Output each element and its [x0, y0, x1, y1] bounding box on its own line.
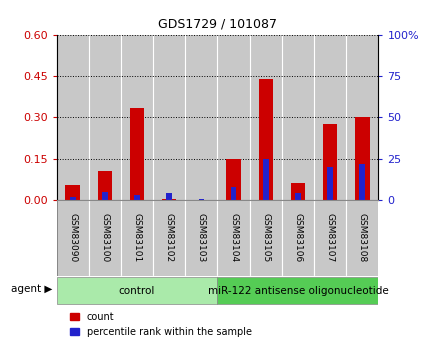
Text: GSM83108: GSM83108: [357, 214, 366, 263]
Bar: [97, 171, 112, 200]
Bar: [230, 187, 236, 200]
Bar: [161, 199, 176, 200]
Legend: count, percentile rank within the sample: count, percentile rank within the sample: [70, 312, 251, 337]
Bar: [217, 277, 378, 304]
Bar: [249, 200, 281, 276]
Bar: [185, 200, 217, 276]
Bar: [153, 34, 185, 200]
Text: GSM83090: GSM83090: [68, 214, 77, 263]
Bar: [56, 200, 89, 276]
Text: GDS1729 / 101087: GDS1729 / 101087: [158, 18, 276, 31]
Bar: [56, 277, 217, 304]
Bar: [185, 34, 217, 200]
Bar: [313, 34, 345, 200]
Bar: [345, 34, 378, 200]
Bar: [322, 124, 337, 200]
Bar: [262, 159, 268, 200]
Text: GSM83103: GSM83103: [197, 214, 205, 263]
Bar: [194, 199, 208, 200]
Bar: [102, 192, 108, 200]
Bar: [56, 34, 89, 200]
Bar: [294, 194, 300, 200]
Text: miR-122 antisense oligonucleotide: miR-122 antisense oligonucleotide: [207, 286, 388, 296]
Bar: [217, 200, 249, 276]
Bar: [65, 185, 80, 200]
Text: control: control: [118, 286, 155, 296]
Bar: [121, 34, 153, 200]
Bar: [258, 79, 273, 200]
Bar: [89, 34, 121, 200]
Bar: [134, 195, 140, 200]
Bar: [129, 108, 144, 200]
Text: GSM83106: GSM83106: [293, 214, 302, 263]
Bar: [290, 183, 305, 200]
Text: GSM83100: GSM83100: [100, 214, 109, 263]
Bar: [313, 200, 345, 276]
Bar: [358, 164, 365, 200]
Bar: [121, 200, 153, 276]
Bar: [281, 34, 313, 200]
Text: GSM83102: GSM83102: [164, 214, 173, 263]
Bar: [198, 199, 204, 200]
Text: GSM83105: GSM83105: [261, 214, 270, 263]
Bar: [153, 200, 185, 276]
Text: GSM83101: GSM83101: [132, 214, 141, 263]
Bar: [326, 167, 332, 200]
Text: GSM83107: GSM83107: [325, 214, 334, 263]
Bar: [69, 197, 76, 200]
Bar: [249, 34, 281, 200]
Bar: [217, 34, 249, 200]
Bar: [89, 200, 121, 276]
Bar: [226, 159, 240, 200]
Bar: [354, 117, 369, 200]
Bar: [166, 194, 172, 200]
Bar: [345, 200, 378, 276]
Bar: [281, 200, 313, 276]
Text: GSM83104: GSM83104: [229, 214, 237, 263]
Text: agent ▶: agent ▶: [11, 284, 52, 294]
